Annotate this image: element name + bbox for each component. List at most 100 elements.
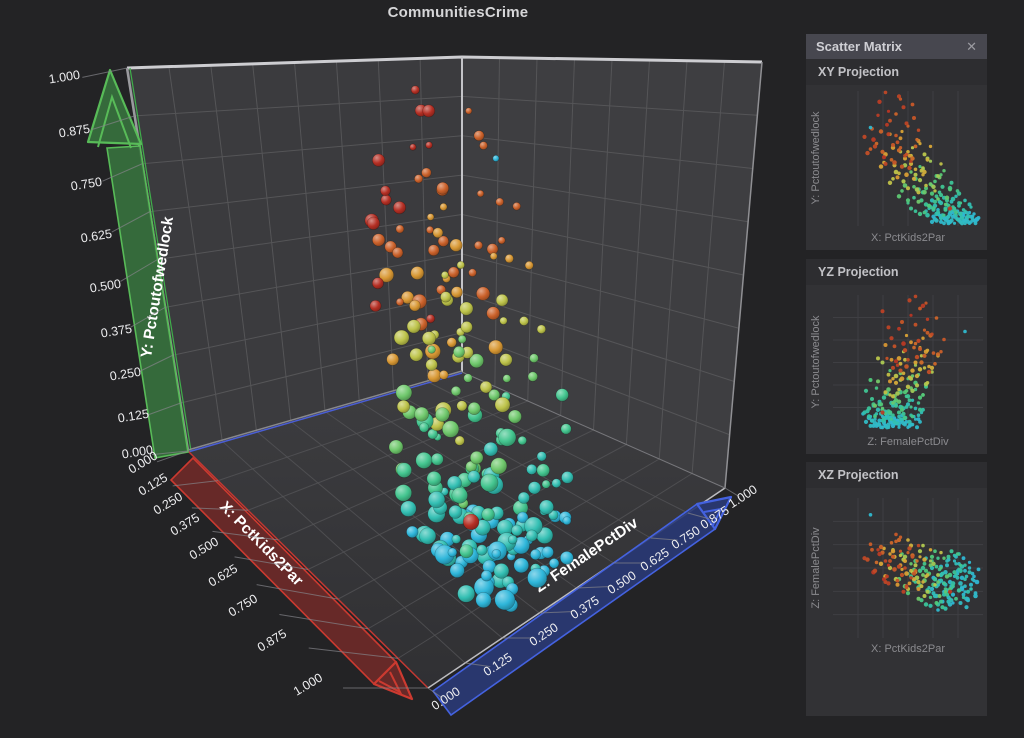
data-point[interactable] (447, 547, 458, 558)
data-point[interactable] (967, 566, 972, 570)
data-point[interactable] (906, 358, 910, 362)
data-point[interactable] (870, 397, 874, 401)
data-point[interactable] (892, 160, 897, 165)
data-point[interactable] (964, 605, 969, 610)
data-point[interactable] (499, 316, 508, 325)
data-point[interactable] (912, 345, 916, 350)
data-point[interactable] (898, 368, 903, 373)
data-point[interactable] (936, 174, 940, 178)
data-point[interactable] (913, 406, 918, 411)
data-point[interactable] (876, 379, 880, 384)
data-point[interactable] (907, 423, 912, 428)
data-point[interactable] (456, 260, 465, 270)
data-point[interactable] (950, 592, 956, 597)
data-point[interactable] (474, 240, 483, 250)
data-point[interactable] (913, 209, 918, 213)
data-point[interactable] (882, 577, 886, 582)
data-point[interactable] (891, 365, 895, 370)
data-point[interactable] (899, 376, 905, 381)
data-point[interactable] (973, 593, 978, 599)
data-point[interactable] (922, 328, 927, 332)
data-point[interactable] (889, 419, 894, 425)
data-point[interactable] (931, 591, 936, 596)
data-point[interactable] (901, 341, 906, 346)
data-point[interactable] (918, 347, 922, 351)
data-point[interactable] (902, 183, 908, 188)
data-point[interactable] (939, 566, 943, 570)
data-point[interactable] (924, 301, 928, 305)
close-icon[interactable]: ✕ (966, 39, 977, 54)
data-point[interactable] (427, 244, 440, 256)
data-point[interactable] (963, 329, 967, 334)
data-point[interactable] (868, 423, 873, 428)
data-point[interactable] (495, 197, 504, 207)
data-point[interactable] (933, 362, 937, 366)
data-point[interactable] (967, 210, 972, 215)
data-point[interactable] (925, 381, 930, 385)
data-point[interactable] (973, 591, 978, 596)
data-point[interactable] (907, 165, 912, 171)
data-point[interactable] (406, 525, 419, 539)
data-point[interactable] (425, 141, 433, 149)
data-point[interactable] (448, 504, 463, 519)
data-point[interactable] (931, 184, 936, 189)
data-point[interactable] (879, 425, 883, 430)
data-point[interactable] (877, 99, 882, 104)
data-point[interactable] (954, 194, 958, 198)
data-point[interactable] (892, 567, 897, 572)
data-point[interactable] (526, 463, 538, 475)
data-point[interactable] (895, 421, 900, 426)
data-point[interactable] (950, 196, 956, 202)
data-point[interactable] (967, 202, 972, 207)
data-point[interactable] (919, 360, 924, 365)
data-point[interactable] (880, 406, 885, 411)
data-point[interactable] (921, 580, 925, 584)
data-point[interactable] (933, 577, 937, 582)
data-point[interactable] (890, 394, 896, 399)
data-point[interactable] (409, 299, 421, 312)
data-point[interactable] (409, 347, 424, 362)
data-point[interactable] (900, 567, 904, 571)
data-point[interactable] (897, 326, 901, 331)
data-point[interactable] (896, 194, 902, 199)
data-point[interactable] (893, 373, 899, 379)
data-point[interactable] (931, 351, 936, 355)
data-point[interactable] (892, 344, 897, 349)
data-point[interactable] (895, 582, 900, 587)
data-point[interactable] (914, 354, 920, 360)
data-point[interactable] (862, 410, 867, 415)
data-point[interactable] (450, 286, 463, 299)
data-point[interactable] (897, 387, 901, 392)
data-point[interactable] (913, 417, 918, 421)
data-point[interactable] (898, 146, 903, 150)
data-point[interactable] (483, 441, 498, 457)
data-point[interactable] (396, 399, 411, 414)
data-point[interactable] (901, 411, 906, 416)
data-point[interactable] (868, 125, 873, 130)
data-point[interactable] (894, 532, 898, 537)
data-point[interactable] (908, 161, 914, 166)
data-point[interactable] (910, 146, 915, 150)
data-point[interactable] (886, 372, 891, 377)
data-point[interactable] (436, 284, 446, 295)
data-point[interactable] (419, 422, 430, 433)
data-point[interactable] (961, 592, 966, 597)
data-point[interactable] (888, 379, 892, 384)
data-point[interactable] (507, 534, 518, 545)
data-point[interactable] (440, 271, 449, 279)
data-point[interactable] (898, 136, 903, 141)
data-point[interactable] (895, 391, 900, 396)
data-point[interactable] (371, 277, 384, 290)
data-point[interactable] (946, 599, 951, 604)
data-point[interactable] (913, 144, 918, 149)
data-point[interactable] (868, 513, 873, 517)
data-point[interactable] (916, 338, 921, 343)
data-point[interactable] (889, 158, 894, 162)
data-point[interactable] (925, 589, 930, 594)
data-point[interactable] (504, 254, 514, 264)
data-point[interactable] (449, 238, 463, 252)
data-point[interactable] (907, 298, 912, 303)
data-point[interactable] (916, 413, 921, 417)
data-point[interactable] (959, 215, 965, 221)
